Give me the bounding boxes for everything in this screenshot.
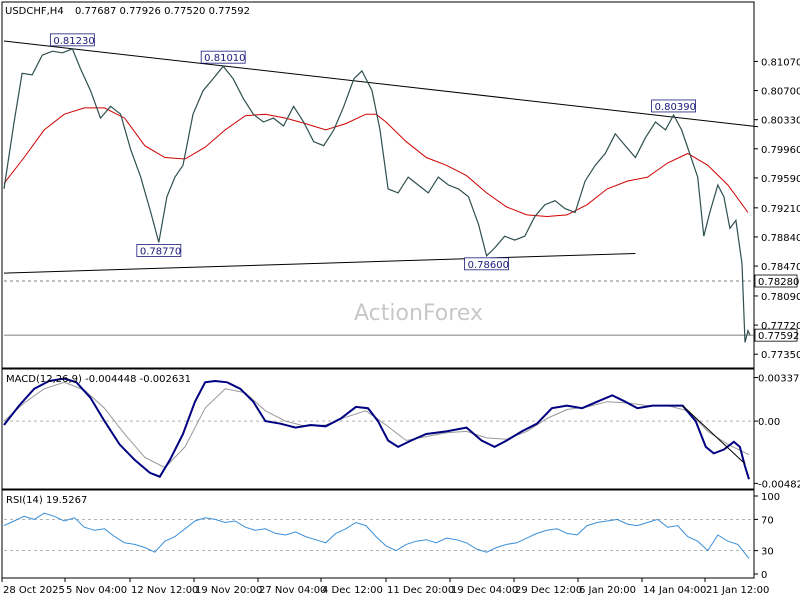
time-axis-label: 12 Nov 12:00 [131, 585, 198, 596]
price-axis-label: 0.77720 [761, 321, 800, 332]
rsi-axis-label: 30 [761, 547, 774, 558]
chart-header-ohlc: 0.77687 0.77926 0.77520 0.77592 [75, 6, 250, 17]
price-line [3, 48, 751, 343]
rsi-axis-label: 0 [761, 570, 767, 581]
macd-signal-line [3, 381, 750, 469]
watermark: ActionForex [354, 301, 483, 326]
macd-axis-label: 0.003373 [758, 374, 800, 385]
price-label: 0.81230 [53, 36, 94, 47]
trendline-0 [3, 40, 759, 128]
macd-title: MACD(12,26,9) -0.004448 -0.002631 [6, 374, 191, 385]
macd-layer [3, 377, 754, 480]
time-axis-label: 29 Dec 12:00 [515, 585, 582, 596]
rsi-axis-label: 100 [761, 492, 780, 503]
rsi-panel-frame [1, 489, 755, 579]
macd-line [3, 377, 750, 480]
moving-average-line [3, 107, 749, 218]
price-label-box [200, 50, 246, 64]
rsi-layer [3, 512, 754, 559]
time-axis-label: 14 Jan 04:00 [643, 585, 706, 596]
macd-trendline [682, 405, 746, 465]
price-panel-frame [1, 1, 755, 369]
time-axis-label: 27 Nov 04:00 [259, 585, 326, 596]
price-axis-label: 0.78090 [761, 292, 800, 303]
time-axis-label: 21 Jan 12:00 [706, 585, 769, 596]
time-axis-label: 11 Dec 20:00 [387, 585, 454, 596]
rsi-title: RSI(14) 19.5267 [6, 495, 87, 506]
price-axis-label: 0.78470 [761, 262, 800, 273]
price-label-box [136, 244, 182, 257]
level-value-label: 0.77592 [758, 331, 799, 342]
time-axis-label: 4 Dec 12:00 [322, 585, 383, 596]
level-value-box [754, 274, 798, 288]
rsi-axis-label: 70 [761, 515, 774, 526]
price-axis-label: 0.78840 [761, 233, 800, 244]
price-axis-label: 0.79210 [761, 204, 800, 215]
time-axis-label: 19 Nov 20:00 [195, 585, 262, 596]
rsi-line [3, 512, 750, 559]
level-value-label: 0.78280 [758, 277, 799, 288]
price-label-box [464, 257, 509, 271]
price-layer: 0.81230 0.81010 0.80390 0.78770 0.78600 [3, 33, 759, 343]
time-axis-label: 6 Jan 20:00 [579, 585, 636, 596]
price-label: 0.81010 [204, 53, 245, 64]
time-axis-label: 5 Nov 04:00 [66, 585, 127, 596]
price-label: 0.78770 [140, 246, 181, 257]
price-axis-label: 0.79590 [761, 174, 800, 185]
axis-layer: 0.81070 0.80700 0.80330 0.79960 0.79590 0.792… [1, 57, 800, 596]
time-axis-label: 19 Dec 04:00 [451, 585, 518, 596]
price-axis-label: 0.77350 [761, 350, 800, 361]
level-value-box [754, 328, 798, 342]
price-label-box [651, 99, 696, 113]
price-axis-label: 0.81070 [761, 57, 800, 68]
price-label: 0.80390 [655, 102, 696, 113]
price-label-box [49, 33, 95, 47]
price-axis-label: 0.80700 [761, 87, 800, 98]
trendline-1 [3, 252, 636, 274]
chart-header-symbol: USDCHF,H4 [5, 6, 64, 17]
price-axis-label: 0.80330 [761, 116, 800, 127]
price-axis-label: 0.79960 [761, 145, 800, 156]
macd-panel-frame [1, 368, 755, 490]
macd-axis-label: 0.00 [758, 417, 780, 428]
price-label: 0.78600 [468, 260, 509, 271]
time-axis-label: 28 Oct 2025 [3, 585, 65, 596]
